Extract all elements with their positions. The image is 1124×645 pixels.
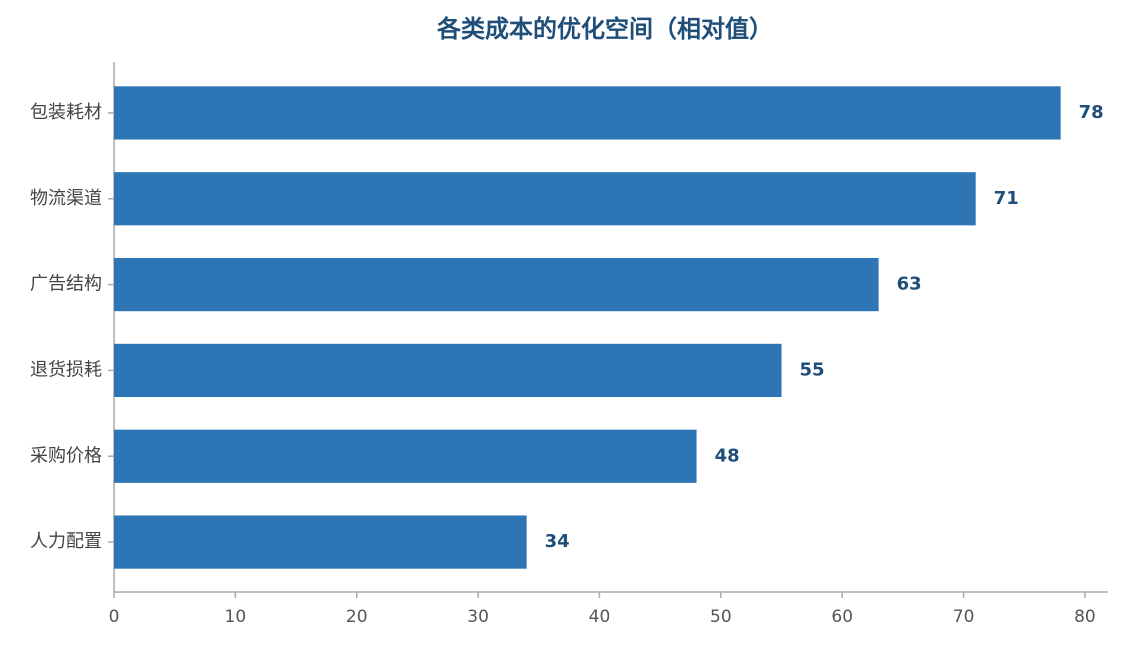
x-tick-label: 50 bbox=[710, 607, 732, 627]
x-tick-label: 30 bbox=[467, 607, 489, 627]
value-label: 71 bbox=[994, 188, 1019, 209]
x-tick-label: 0 bbox=[109, 607, 120, 627]
y-tick-label: 采购价格 bbox=[30, 445, 102, 466]
y-tick-label: 人力配置 bbox=[30, 531, 102, 552]
x-tick-label: 10 bbox=[225, 607, 247, 627]
x-tick-label: 20 bbox=[346, 607, 368, 627]
x-tick-label: 60 bbox=[831, 607, 853, 627]
y-tick-label: 广告结构 bbox=[30, 274, 102, 295]
x-tick-label: 70 bbox=[953, 607, 975, 627]
value-label: 48 bbox=[715, 445, 740, 466]
y-tick-label: 退货损耗 bbox=[30, 359, 102, 380]
value-label: 34 bbox=[545, 531, 570, 552]
bar bbox=[114, 515, 527, 569]
x-tick-label: 80 bbox=[1074, 607, 1096, 627]
value-label: 78 bbox=[1079, 102, 1104, 123]
value-label: 63 bbox=[897, 274, 922, 295]
chart-title: 各类成本的优化空间（相对值） bbox=[436, 15, 773, 43]
bar bbox=[114, 172, 976, 226]
y-tick-label: 包装耗材 bbox=[30, 102, 102, 123]
value-label: 55 bbox=[800, 359, 825, 380]
y-tick-label: 物流渠道 bbox=[30, 188, 102, 209]
bar bbox=[114, 257, 879, 312]
bar bbox=[114, 343, 782, 398]
x-tick-label: 40 bbox=[589, 607, 611, 627]
bar bbox=[114, 86, 1061, 140]
bar bbox=[114, 429, 697, 483]
